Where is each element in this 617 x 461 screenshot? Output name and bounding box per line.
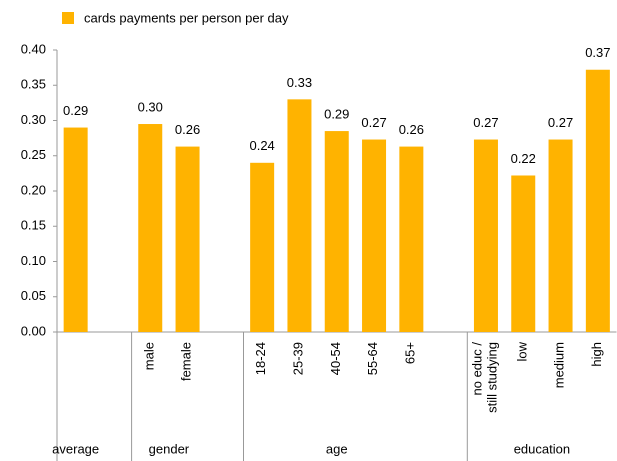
y-tick-label: 0.30 — [21, 112, 46, 127]
value-label: 0.29 — [63, 103, 88, 118]
value-label: 0.26 — [399, 122, 424, 137]
legend-swatch — [62, 12, 74, 24]
value-label: 0.24 — [249, 138, 274, 153]
value-label: 0.33 — [287, 75, 312, 90]
bar — [473, 139, 498, 332]
x-tick-label: low — [515, 341, 530, 361]
x-tick-label-line: female — [179, 342, 194, 381]
bar — [63, 127, 88, 332]
group-label: gender — [149, 441, 190, 456]
x-tick-label: 25-39 — [291, 342, 306, 375]
x-tick-label-line: still studying — [485, 342, 500, 413]
bar — [138, 124, 163, 333]
x-tick-label-line: 40-54 — [328, 342, 343, 375]
x-tick-label-line: no educ / — [470, 342, 485, 396]
group-label: education — [514, 441, 570, 456]
x-tick-label: medium — [552, 342, 567, 388]
value-label: 0.29 — [324, 107, 349, 122]
bar — [548, 139, 573, 332]
y-tick-label: 0.35 — [21, 77, 46, 92]
value-label: 0.22 — [511, 151, 536, 166]
x-tick-label-line: male — [142, 342, 157, 370]
value-label: 0.30 — [138, 99, 163, 114]
x-tick-label-line: high — [589, 342, 604, 367]
x-tick-label-line: 25-39 — [291, 342, 306, 375]
x-tick-label-line: 18-24 — [254, 342, 269, 375]
bar — [511, 175, 536, 332]
group-label: average — [52, 441, 99, 456]
x-tick-label-line: 65+ — [403, 342, 418, 364]
y-tick-label: 0.40 — [21, 41, 46, 56]
x-tick-label: high — [589, 342, 604, 367]
x-tick-label-line: low — [515, 341, 530, 361]
y-tick-label: 0.00 — [21, 323, 46, 338]
bar — [250, 162, 275, 332]
bar — [585, 69, 610, 333]
y-tick-label: 0.15 — [21, 218, 46, 233]
y-tick-label: 0.25 — [21, 147, 46, 162]
x-tick-label: 55-64 — [365, 342, 380, 375]
bar — [399, 146, 424, 332]
x-tick-label: no educ /still studying — [470, 342, 500, 413]
x-tick-label: 18-24 — [254, 342, 269, 375]
y-tick-label: 0.10 — [21, 253, 46, 268]
value-label: 0.27 — [473, 115, 498, 130]
x-tick-label-line: 55-64 — [365, 342, 380, 375]
bar — [362, 139, 387, 332]
x-tick-label: 40-54 — [328, 342, 343, 375]
x-tick-label: 65+ — [403, 342, 418, 364]
value-label: 0.27 — [548, 115, 573, 130]
bar — [287, 99, 312, 332]
x-tick-label: male — [142, 342, 157, 370]
x-tick-label: female — [179, 342, 194, 381]
legend-label: cards payments per person per day — [84, 10, 289, 25]
y-tick-label: 0.20 — [21, 182, 46, 197]
bar — [175, 146, 200, 332]
bar — [324, 131, 349, 332]
value-label: 0.27 — [361, 115, 386, 130]
value-label: 0.37 — [585, 45, 610, 60]
value-label: 0.26 — [175, 122, 200, 137]
y-tick-label: 0.05 — [21, 288, 46, 303]
group-label: age — [326, 441, 348, 456]
x-tick-label-line: medium — [552, 342, 567, 388]
